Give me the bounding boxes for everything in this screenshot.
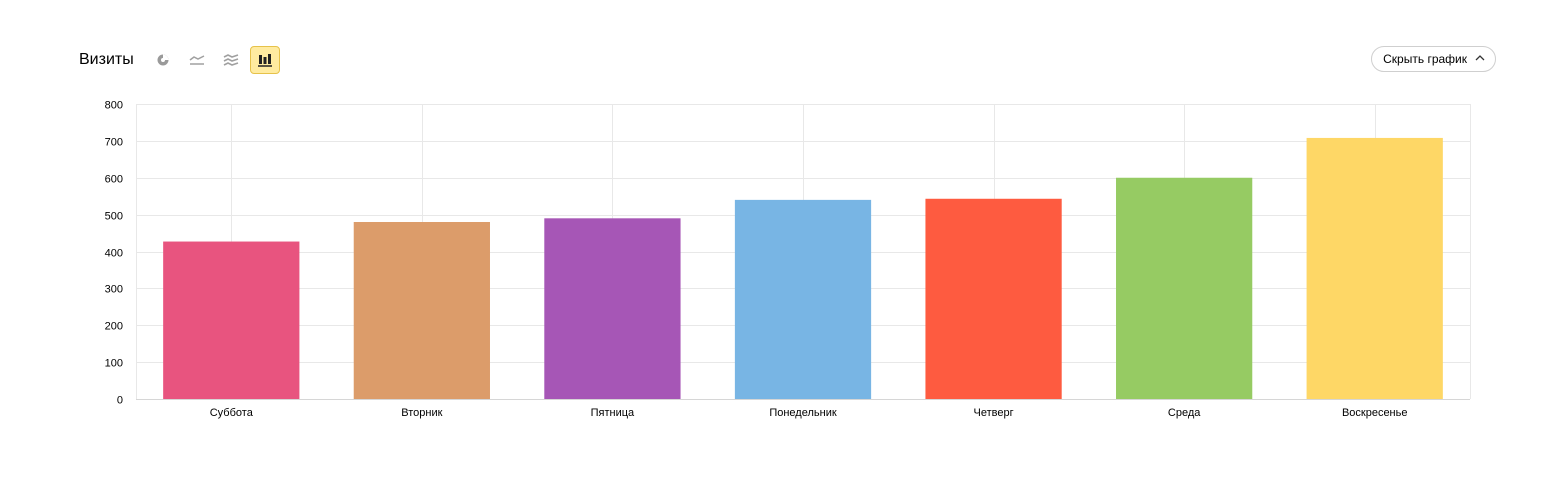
- hide-chart-button[interactable]: Скрыть график: [1371, 46, 1496, 72]
- hide-chart-label: Скрыть график: [1383, 52, 1467, 66]
- bar-4[interactable]: [925, 198, 1062, 399]
- x-tick-label: Суббота: [210, 407, 254, 419]
- widget-title: Визиты: [79, 51, 134, 68]
- pie-chart-icon: [157, 54, 169, 66]
- y-tick-label: 400: [105, 248, 123, 260]
- x-tick-label: Пятница: [591, 407, 635, 419]
- y-tick-label: 800: [105, 100, 123, 112]
- area-chart-icon: [223, 54, 239, 66]
- bar-6[interactable]: [1306, 137, 1443, 400]
- x-tick-label: Воскресенье: [1342, 407, 1408, 419]
- y-tick-label: 700: [105, 137, 123, 149]
- y-tick-label: 200: [105, 321, 123, 333]
- y-tick-label: 100: [105, 358, 123, 370]
- bar-3[interactable]: [734, 199, 872, 399]
- pie-chart-button[interactable]: [148, 46, 178, 74]
- x-tick-label: Вторник: [401, 407, 442, 419]
- bar-5[interactable]: [1116, 177, 1253, 399]
- y-tick-label: 500: [105, 211, 123, 223]
- line-chart-button[interactable]: [182, 46, 212, 74]
- x-tick-label: Среда: [1168, 407, 1201, 419]
- y-tick-label: 600: [105, 174, 123, 186]
- x-tick-label: Понедельник: [769, 407, 837, 419]
- y-tick-label: 0: [117, 395, 123, 407]
- y-tick-label: 300: [105, 284, 123, 296]
- chevron-up-icon: [1475, 55, 1485, 61]
- bar-chart-button[interactable]: [250, 46, 280, 74]
- bar-0[interactable]: [163, 241, 300, 399]
- line-chart-icon: [189, 55, 205, 65]
- bar-chart-icon: [258, 54, 272, 67]
- x-tick-label: Четверг: [974, 407, 1014, 419]
- bar-1[interactable]: [353, 222, 490, 399]
- bar-2[interactable]: [544, 218, 681, 399]
- area-chart-button[interactable]: [216, 46, 246, 74]
